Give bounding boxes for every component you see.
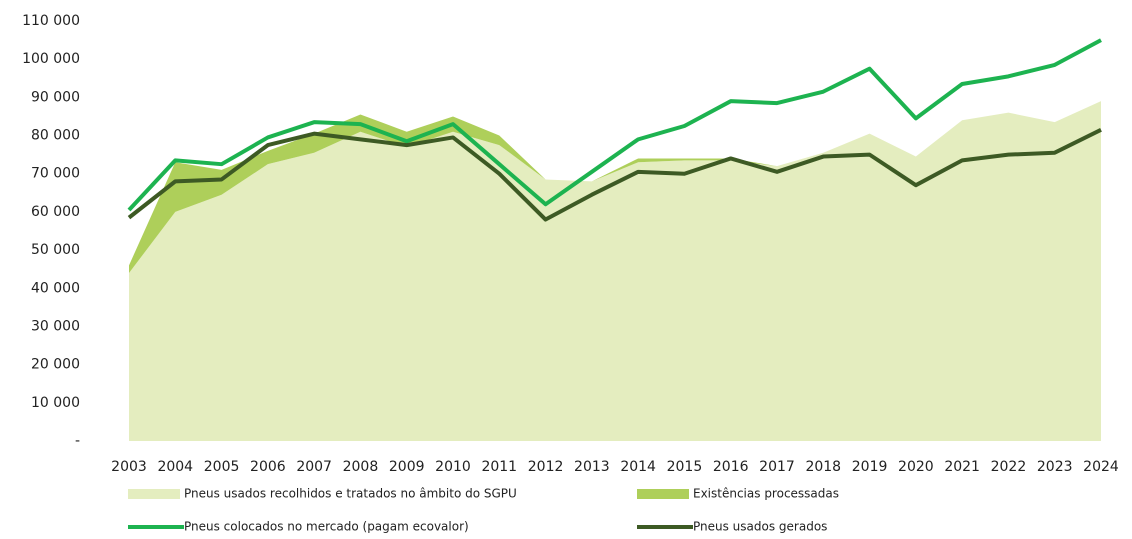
x-tick-label: 2018 — [805, 459, 841, 475]
legend-label: Pneus usados recolhidos e tratados no âm… — [184, 487, 517, 501]
x-tick-label: 2003 — [111, 459, 147, 475]
x-tick-label: 2013 — [574, 459, 610, 475]
x-tick-label: 2017 — [759, 459, 795, 475]
x-tick-label: 2005 — [204, 459, 240, 475]
x-tick-label: 2020 — [898, 459, 934, 475]
x-tick-label: 2019 — [852, 459, 888, 475]
legend-label: Pneus colocados no mercado (pagam ecoval… — [184, 520, 469, 534]
y-tick-label: - — [75, 433, 80, 449]
area — [129, 101, 1101, 441]
x-tick-label: 2010 — [435, 459, 471, 475]
x-tick-label: 2004 — [157, 459, 193, 475]
y-tick-label: 40 000 — [31, 280, 80, 296]
line — [127, 38, 1102, 212]
y-tick-label: 110 000 — [22, 13, 80, 29]
x-tick-label: 2022 — [991, 459, 1027, 475]
legend-label: Pneus usados gerados — [693, 520, 827, 534]
x-tick-label: 2006 — [250, 459, 286, 475]
y-tick-label: 60 000 — [31, 204, 80, 220]
y-tick-label: 20 000 — [31, 357, 80, 373]
x-tick-label: 2021 — [944, 459, 980, 475]
y-tick-label: 30 000 — [31, 318, 80, 334]
y-tick-label: 100 000 — [22, 51, 80, 67]
y-tick-label: 70 000 — [31, 166, 80, 182]
x-tick-label: 2023 — [1037, 459, 1073, 475]
x-tick-label: 2011 — [481, 459, 517, 475]
x-tick-label: 2009 — [389, 459, 425, 475]
x-tick-label: 2024 — [1083, 459, 1119, 475]
y-tick-label: 50 000 — [31, 242, 80, 258]
legend-swatch — [128, 489, 180, 499]
x-tick-label: 2014 — [620, 459, 656, 475]
x-tick-label: 2015 — [667, 459, 703, 475]
legend-label: Existências processadas — [693, 487, 839, 501]
x-tick-label: 2007 — [296, 459, 332, 475]
x-tick-label: 2012 — [528, 459, 564, 475]
x-tick-label: 2008 — [343, 459, 379, 475]
line — [127, 128, 1102, 222]
y-tick-label: 80 000 — [31, 128, 80, 144]
y-tick-label: 10 000 — [31, 395, 80, 411]
legend-swatch — [637, 489, 689, 499]
y-tick-label: 90 000 — [31, 89, 80, 105]
x-tick-label: 2016 — [713, 459, 749, 475]
